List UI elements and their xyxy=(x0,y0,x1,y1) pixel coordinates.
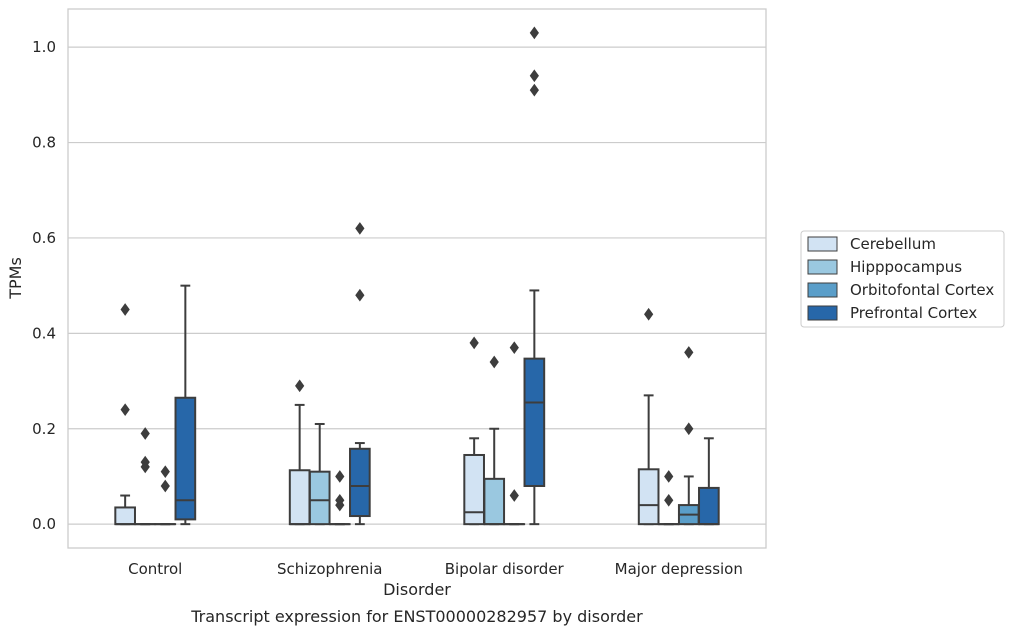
x-axis-title: Disorder xyxy=(383,580,451,599)
y-tick-label: 1.0 xyxy=(32,38,56,56)
box-body xyxy=(637,468,660,526)
outlier-point xyxy=(120,303,130,316)
y-axis-title: TPMs xyxy=(6,257,25,300)
box-prefrontal-cortex xyxy=(174,284,197,526)
outlier-point xyxy=(489,355,499,369)
legend-frame xyxy=(800,230,1005,328)
y-tick-label: 0.8 xyxy=(32,134,56,152)
box-body xyxy=(308,470,331,526)
box-body xyxy=(174,396,197,521)
box-hipppocampus xyxy=(657,470,680,526)
box-body xyxy=(349,447,371,518)
x-tick-label: Schizophrenia xyxy=(277,560,382,578)
box-prefrontal-cortex xyxy=(698,437,720,526)
box-cerebellum xyxy=(637,307,660,526)
box-orbitofontal-cortex xyxy=(503,341,526,526)
outlier-point xyxy=(355,288,365,302)
legend-label: Hipppocampus xyxy=(850,258,962,276)
legend: Cerebellum Hipppocampus Orbitofontal Corte… xyxy=(800,230,1005,328)
box-body xyxy=(698,486,720,526)
legend-swatch xyxy=(807,259,838,275)
outlier-point xyxy=(509,489,519,502)
outlier-point xyxy=(529,26,539,40)
outlier-point xyxy=(160,465,170,479)
outlier-point xyxy=(355,222,365,235)
outlier-point xyxy=(664,493,674,507)
box-cerebellum xyxy=(463,336,485,526)
outlier-point xyxy=(664,470,674,483)
x-tick-label: Major depression xyxy=(615,560,743,578)
box-body xyxy=(483,477,506,526)
x-tick-label: Bipolar disorder xyxy=(445,560,565,578)
box-orbitofontal-cortex xyxy=(677,346,700,526)
box-body xyxy=(463,453,485,526)
outlier-point xyxy=(160,479,170,493)
plot-frame xyxy=(67,8,767,549)
box-orbitofontal-cortex xyxy=(328,470,351,526)
outlier-point xyxy=(684,346,694,359)
box-prefrontal-cortex xyxy=(523,26,546,526)
legend-label: Prefrontal Cortex xyxy=(850,304,977,322)
outlier-point xyxy=(335,470,345,483)
legend-label: Cerebellum xyxy=(850,235,936,253)
x-tick-labels: Control Schizophrenia Bipolar disorder Majo… xyxy=(128,560,743,578)
outlier-point xyxy=(469,336,479,350)
box-body xyxy=(114,506,136,526)
outlier-point xyxy=(509,341,519,355)
outlier-point xyxy=(644,307,654,321)
outlier-point xyxy=(120,403,130,417)
outlier-point xyxy=(529,69,539,83)
box-hipppocampus xyxy=(483,355,506,526)
box-series xyxy=(114,26,720,526)
y-tick-labels: 0.0 0.2 0.4 0.6 0.8 1.0 xyxy=(32,38,56,533)
outlier-point xyxy=(529,83,539,97)
outlier-point xyxy=(335,498,345,512)
box-cerebellum xyxy=(114,303,136,526)
gridlines xyxy=(68,46,766,525)
chart-caption: Transcript expression for ENST0000028295… xyxy=(190,607,643,626)
y-tick-label: 0.2 xyxy=(32,420,56,438)
box-body xyxy=(523,357,546,487)
y-tick-label: 0.4 xyxy=(32,324,56,342)
box-body xyxy=(288,469,311,526)
legend-swatch xyxy=(807,236,838,252)
legend-swatch xyxy=(807,282,838,298)
box-hipppocampus xyxy=(134,427,157,526)
outlier-point xyxy=(684,422,694,436)
box-prefrontal-cortex xyxy=(349,222,371,526)
outlier-point xyxy=(140,460,150,474)
box-hipppocampus xyxy=(308,422,331,526)
legend-label: Orbitofontal Cortex xyxy=(850,281,994,299)
y-tick-label: 0.0 xyxy=(32,515,56,533)
y-tick-label: 0.6 xyxy=(32,229,56,247)
legend-swatch xyxy=(807,305,838,321)
outlier-point xyxy=(140,427,150,440)
x-tick-label: Control xyxy=(128,560,182,578)
outlier-point xyxy=(295,379,305,393)
box-orbitofontal-cortex xyxy=(154,465,177,526)
box-cerebellum xyxy=(288,379,311,526)
